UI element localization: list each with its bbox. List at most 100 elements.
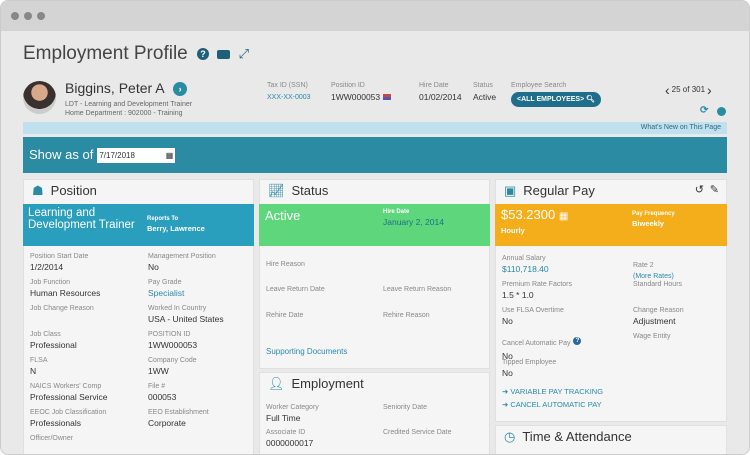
field: POSITION ID 1WW000053 xyxy=(148,330,197,351)
label: Position ID xyxy=(331,82,365,89)
window-dot[interactable] xyxy=(37,12,45,20)
field-value: No xyxy=(148,262,159,272)
window-dot[interactable] xyxy=(11,12,19,20)
prev-icon[interactable]: ‹ xyxy=(665,82,670,98)
date-input[interactable]: 7/17/2018 ▦ xyxy=(97,147,176,163)
field-value: 1WW xyxy=(148,366,169,376)
panel-title: Position xyxy=(50,183,97,198)
expand-icon[interactable]: ⤢ xyxy=(238,46,249,61)
value: 1WW000053 xyxy=(331,92,381,102)
pay-unit: Hourly xyxy=(501,226,525,235)
edit-icon[interactable]: ✎ xyxy=(709,184,719,196)
calendar-icon[interactable]: ▦ xyxy=(165,150,174,160)
hire-date-value: January 2, 2014 xyxy=(383,217,444,227)
field: Tipped Employee No xyxy=(502,358,556,379)
search-button[interactable]: <ALL EMPLOYEES> 🔍︎ xyxy=(511,92,602,107)
field: Seniority Date xyxy=(383,403,427,413)
page-title-row: Employment Profile ? ⤢ xyxy=(23,43,249,65)
field-value: USA - United States xyxy=(148,314,224,324)
field-value: Corporate xyxy=(148,418,186,428)
show-as-of-label: Show as of xyxy=(29,147,94,162)
field-label: File # xyxy=(148,383,166,390)
field-label: Use FLSA Overtime xyxy=(502,307,564,314)
pager: ‹ 25 of 301 › xyxy=(665,81,712,99)
history-icon[interactable]: ↺ xyxy=(694,184,704,196)
title-bar xyxy=(1,1,749,31)
money-icon: ▣ xyxy=(504,183,517,198)
window-dot[interactable] xyxy=(24,12,32,20)
cancel-automatic-pay-link[interactable]: ➜ CANCEL AUTOMATIC PAY xyxy=(502,400,602,409)
employee-name: Biggins, Peter A xyxy=(65,80,165,96)
field-value: No xyxy=(502,351,513,361)
value: 01/02/2014 xyxy=(419,92,462,102)
label: Status xyxy=(473,82,493,89)
field: Premium Rate Factors 1.5 * 1.0 xyxy=(502,280,572,301)
status-banner: Active Hire Date January 2, 2014 xyxy=(259,204,490,246)
field: EEOC Job Classification Professionals xyxy=(30,408,106,429)
search-icon: 🔍︎ xyxy=(586,96,596,103)
field-value: No xyxy=(502,368,513,378)
hire-date-label: Hire Date xyxy=(383,209,410,215)
field: Change Reason Adjustment xyxy=(633,306,684,327)
field-label: Wage Entity xyxy=(633,333,671,340)
next-icon[interactable]: › xyxy=(707,82,712,98)
field-value: 0000000017 xyxy=(266,438,314,448)
show-as-of-bar: Show as of 7/17/2018 ▦ xyxy=(23,137,727,173)
label: Hire Date xyxy=(419,82,449,89)
field-label: Tipped Employee xyxy=(502,359,557,366)
field: Position Start Date 1/2/2014 xyxy=(30,252,88,273)
field-value: Professionals xyxy=(30,418,82,428)
field-value: 1/2/2014 xyxy=(30,262,64,272)
field-label: Change Reason xyxy=(633,307,684,314)
help-icon[interactable]: ? xyxy=(573,336,582,345)
field: File # 000053 xyxy=(148,382,176,403)
field-label: Annual Salary xyxy=(502,255,546,262)
video-icon[interactable] xyxy=(217,49,231,59)
panel-title: Time & Attendance xyxy=(522,429,632,444)
pager-text: 25 of 301 xyxy=(671,85,706,94)
employee-header: Biggins, Peter A › LDT - Learning and De… xyxy=(65,80,192,118)
field: Annual Salary $110,718.40 xyxy=(502,254,549,275)
reports-to-value: Berry, Lawrence xyxy=(147,224,205,233)
field-label: Job Change Reason xyxy=(30,305,94,312)
leave-return-date-label: Leave Return Date xyxy=(266,286,325,293)
field: Officer/Owner xyxy=(30,434,73,444)
calculator-icon[interactable]: ▦ xyxy=(558,211,569,222)
field-value: Specialist xyxy=(148,288,185,298)
field: Associate ID 0000000017 xyxy=(266,428,313,449)
field: Cancel Automatic Pay? No xyxy=(502,332,582,362)
value: XXX-XX-0003 xyxy=(267,94,311,101)
panel-title: Regular Pay xyxy=(523,183,595,198)
field: EEO Establishment Corporate xyxy=(148,408,209,429)
whats-new-link[interactable]: What's New on This Page xyxy=(640,124,721,131)
field: Worker Category Full Time xyxy=(266,403,319,424)
us-flag-icon xyxy=(382,94,391,100)
supporting-documents-link[interactable]: Supporting Documents xyxy=(266,347,348,356)
employee-department: Home Department : 902000 - Training xyxy=(65,110,183,117)
settings-icon[interactable] xyxy=(717,107,726,116)
field-value: Human Resources xyxy=(30,288,101,298)
more-rates-link[interactable]: (More Rates) xyxy=(633,273,674,280)
field: Job Class Professional xyxy=(30,330,77,351)
field-label: Associate ID xyxy=(266,429,306,436)
value: Active xyxy=(473,92,497,102)
field: Standard Hours xyxy=(633,280,682,290)
refresh-icon[interactable]: ⟳ xyxy=(700,105,709,116)
action-label: CANCEL AUTOMATIC PAY xyxy=(510,400,602,409)
field-label: Premium Rate Factors xyxy=(502,281,573,288)
variable-pay-tracking-link[interactable]: ➜ VARIABLE PAY TRACKING xyxy=(502,387,604,396)
arrow-right-icon[interactable]: › xyxy=(173,81,188,96)
help-icon[interactable]: ? xyxy=(197,48,210,60)
position-panel: ☗ Position Learning and Development Train… xyxy=(23,179,254,454)
panel-title: Status xyxy=(291,183,329,198)
summary-hire-date: Hire Date 01/02/2014 xyxy=(419,81,462,103)
label: Tax ID (SSN) xyxy=(267,82,308,89)
date-value: 7/17/2018 xyxy=(99,150,135,160)
summary-position-id: Position ID 1WW000053 xyxy=(331,81,391,103)
field-value: Adjustment xyxy=(633,316,676,326)
field-value: Professional Service xyxy=(30,392,108,402)
field-label: Worker Category xyxy=(266,404,319,411)
field: Company Code 1WW xyxy=(148,356,197,377)
field-label: Worked In Country xyxy=(148,305,207,312)
